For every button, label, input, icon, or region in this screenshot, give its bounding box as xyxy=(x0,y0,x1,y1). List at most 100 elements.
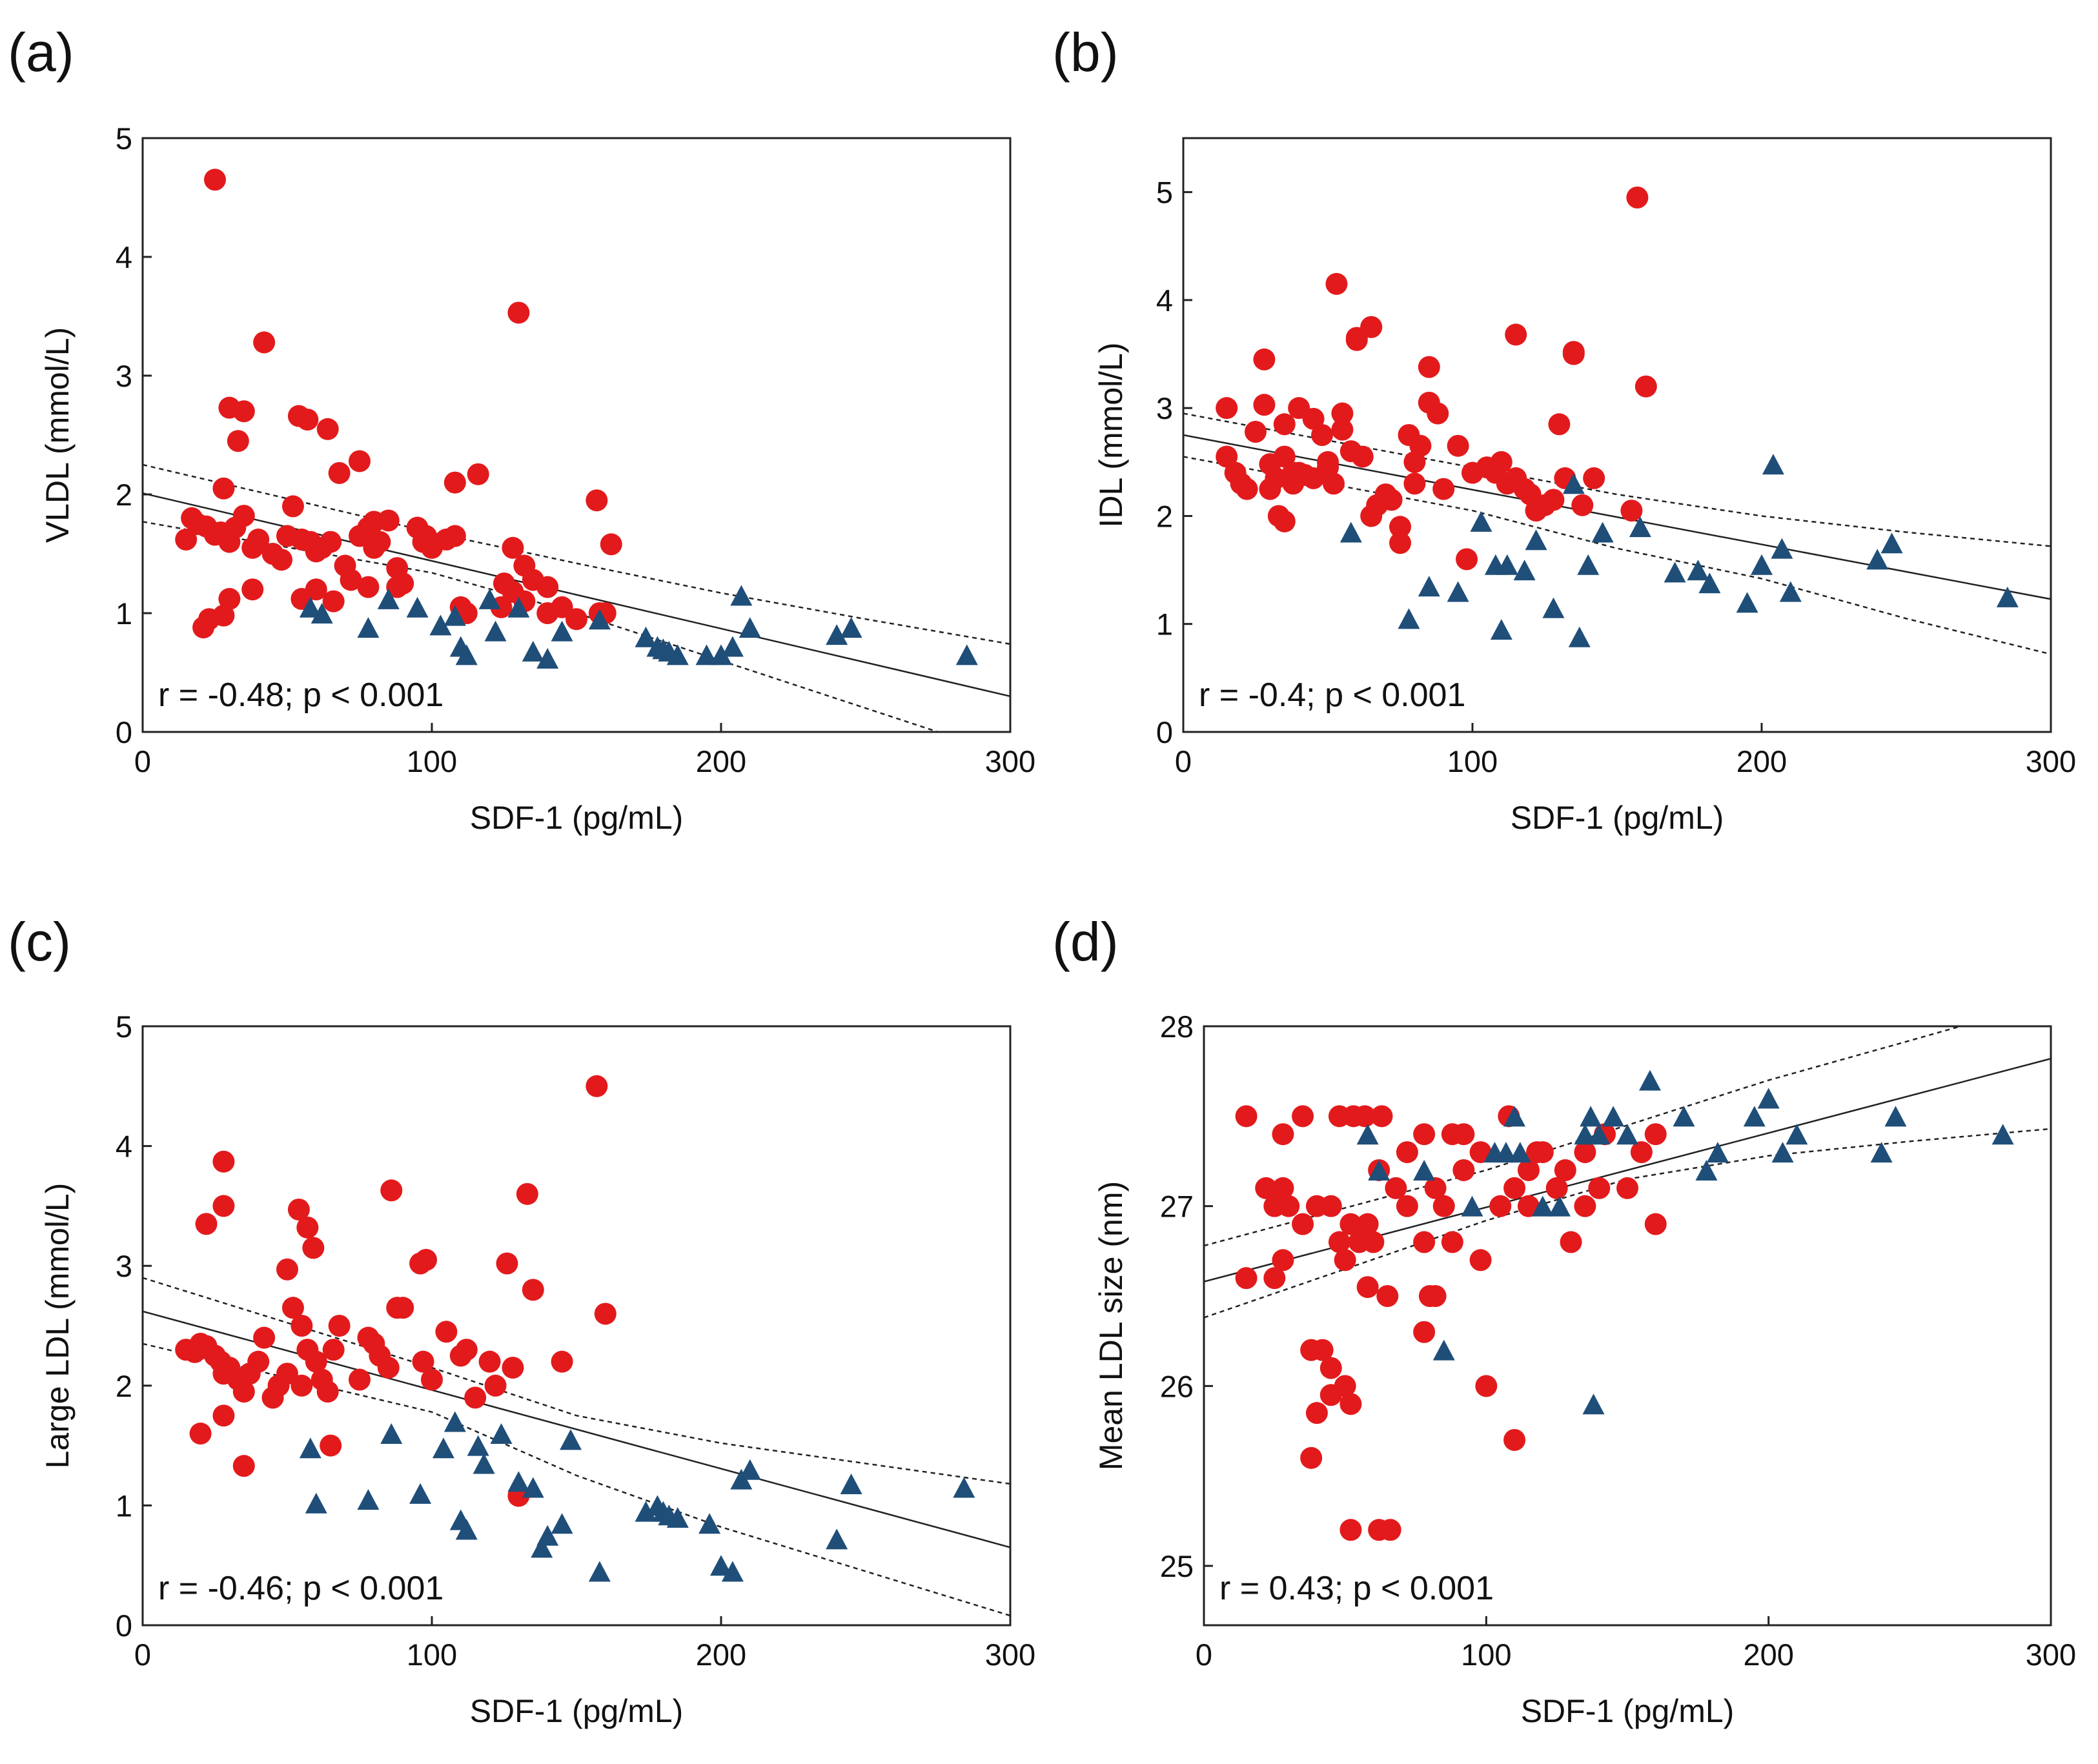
data-point-circle xyxy=(1620,500,1643,522)
data-point-circle xyxy=(1273,445,1296,468)
data-point-circle xyxy=(296,1216,319,1239)
data-point-circle xyxy=(1245,420,1267,443)
data-point-triangle xyxy=(635,626,657,647)
y-tick-label: 5 xyxy=(1156,176,1173,210)
data-point-triangle xyxy=(666,1506,689,1528)
data-point-triangle xyxy=(507,1471,530,1492)
correlation-annotation: r = -0.46; p < 0.001 xyxy=(158,1570,443,1607)
data-point-circle xyxy=(1370,1105,1393,1128)
data-point-circle xyxy=(1588,1177,1611,1199)
y-tick-label: 25 xyxy=(1160,1549,1194,1583)
y-tick-label: 2 xyxy=(1156,499,1173,533)
data-point-triangle xyxy=(840,1473,862,1494)
data-point-triangle xyxy=(1447,581,1469,602)
data-point-circle xyxy=(1325,272,1348,295)
x-tick-label: 300 xyxy=(2026,744,2076,778)
data-point-circle xyxy=(1253,394,1276,416)
data-point-triangle xyxy=(826,624,848,645)
data-point-triangle xyxy=(484,620,507,642)
data-point-triangle xyxy=(1673,1106,1695,1127)
data-point-circle xyxy=(1331,418,1354,441)
data-point-triangle xyxy=(1577,554,1600,575)
data-point-circle xyxy=(253,331,276,354)
data-point-circle xyxy=(1574,1141,1596,1164)
data-point-circle xyxy=(1235,1267,1258,1290)
data-point-circle xyxy=(296,409,319,431)
data-point-triangle xyxy=(1368,1159,1390,1181)
data-point-circle xyxy=(1396,1195,1418,1217)
x-tick-label: 300 xyxy=(985,1637,1035,1672)
x-tick-label: 100 xyxy=(1461,1637,1511,1672)
data-point-circle xyxy=(1630,1141,1653,1164)
plot-frame xyxy=(141,137,1012,733)
data-point-circle xyxy=(1328,1231,1350,1253)
x-tick-label: 100 xyxy=(407,744,457,778)
data-point-circle xyxy=(536,576,559,598)
data-point-triangle xyxy=(1568,626,1591,647)
y-tick-label: 0 xyxy=(116,715,132,749)
data-point-circle xyxy=(1560,1231,1582,1253)
y-tick-label: 2 xyxy=(116,478,132,512)
data-point-triangle xyxy=(953,1477,975,1498)
data-point-triangle xyxy=(522,1477,544,1498)
data-point-circle xyxy=(496,1252,518,1275)
data-point-circle xyxy=(349,1368,371,1391)
data-point-triangle xyxy=(551,620,573,642)
data-point-circle xyxy=(1216,445,1238,468)
data-point-triangle xyxy=(955,644,978,665)
data-point-circle xyxy=(1360,316,1383,338)
data-point-circle xyxy=(1432,1195,1455,1217)
data-point-circle xyxy=(1317,451,1339,473)
data-point-circle xyxy=(1273,510,1296,532)
data-point-circle xyxy=(1385,1177,1407,1199)
data-point-circle xyxy=(1545,1177,1568,1199)
data-point-circle xyxy=(467,463,489,485)
data-point-circle xyxy=(270,549,293,571)
data-point-triangle xyxy=(1588,1124,1611,1145)
data-point-circle xyxy=(1503,1177,1526,1199)
data-point-circle xyxy=(586,1075,608,1097)
data-point-triangle xyxy=(1870,1142,1893,1163)
data-point-triangle xyxy=(1771,1142,1794,1163)
data-point-circle xyxy=(1300,1446,1323,1469)
data-point-triangle xyxy=(429,614,452,636)
x-tick-label: 300 xyxy=(2026,1637,2076,1672)
data-point-triangle xyxy=(1582,1394,1605,1415)
data-point-triangle xyxy=(536,1525,559,1546)
data-point-circle xyxy=(1583,467,1605,489)
data-point-circle xyxy=(218,587,241,610)
data-point-circle xyxy=(212,1150,235,1173)
y-tick-label: 3 xyxy=(116,1249,132,1283)
x-axis-label: SDF-1 (pg/mL) xyxy=(1521,1693,1735,1729)
data-point-circle xyxy=(212,1404,235,1427)
data-point-circle xyxy=(392,1297,414,1319)
data-point-circle xyxy=(1302,407,1325,430)
data-point-circle xyxy=(1216,397,1238,420)
data-point-circle xyxy=(1574,1195,1596,1217)
data-point-circle xyxy=(502,1356,524,1379)
data-point-triangle xyxy=(588,1561,611,1582)
data-point-triangle xyxy=(1562,473,1585,494)
data-point-circle xyxy=(281,495,304,518)
data-point-triangle xyxy=(1616,1124,1638,1145)
data-point-circle xyxy=(412,1350,434,1373)
data-point-circle xyxy=(1503,1428,1526,1451)
ci-lower-line xyxy=(1204,1128,2051,1319)
data-point-circle xyxy=(600,533,622,556)
plot-frame xyxy=(141,1025,1012,1627)
data-point-circle xyxy=(1644,1213,1667,1235)
panel-letter: (a) xyxy=(8,22,74,83)
data-point-triangle xyxy=(1591,522,1614,543)
data-point-circle xyxy=(551,1350,573,1373)
x-tick-label: 200 xyxy=(696,1637,746,1672)
x-axis-label: SDF-1 (pg/mL) xyxy=(470,1693,684,1729)
data-point-circle xyxy=(1255,1177,1278,1199)
data-point-circle xyxy=(1354,1105,1376,1128)
data-point-circle xyxy=(1356,1213,1379,1235)
data-point-triangle xyxy=(1542,597,1565,618)
data-point-triangle xyxy=(1751,554,1773,575)
data-point-circle xyxy=(507,301,530,324)
data-point-triangle xyxy=(1736,592,1758,613)
data-point-circle xyxy=(1489,1195,1512,1217)
data-point-triangle xyxy=(1398,608,1420,629)
